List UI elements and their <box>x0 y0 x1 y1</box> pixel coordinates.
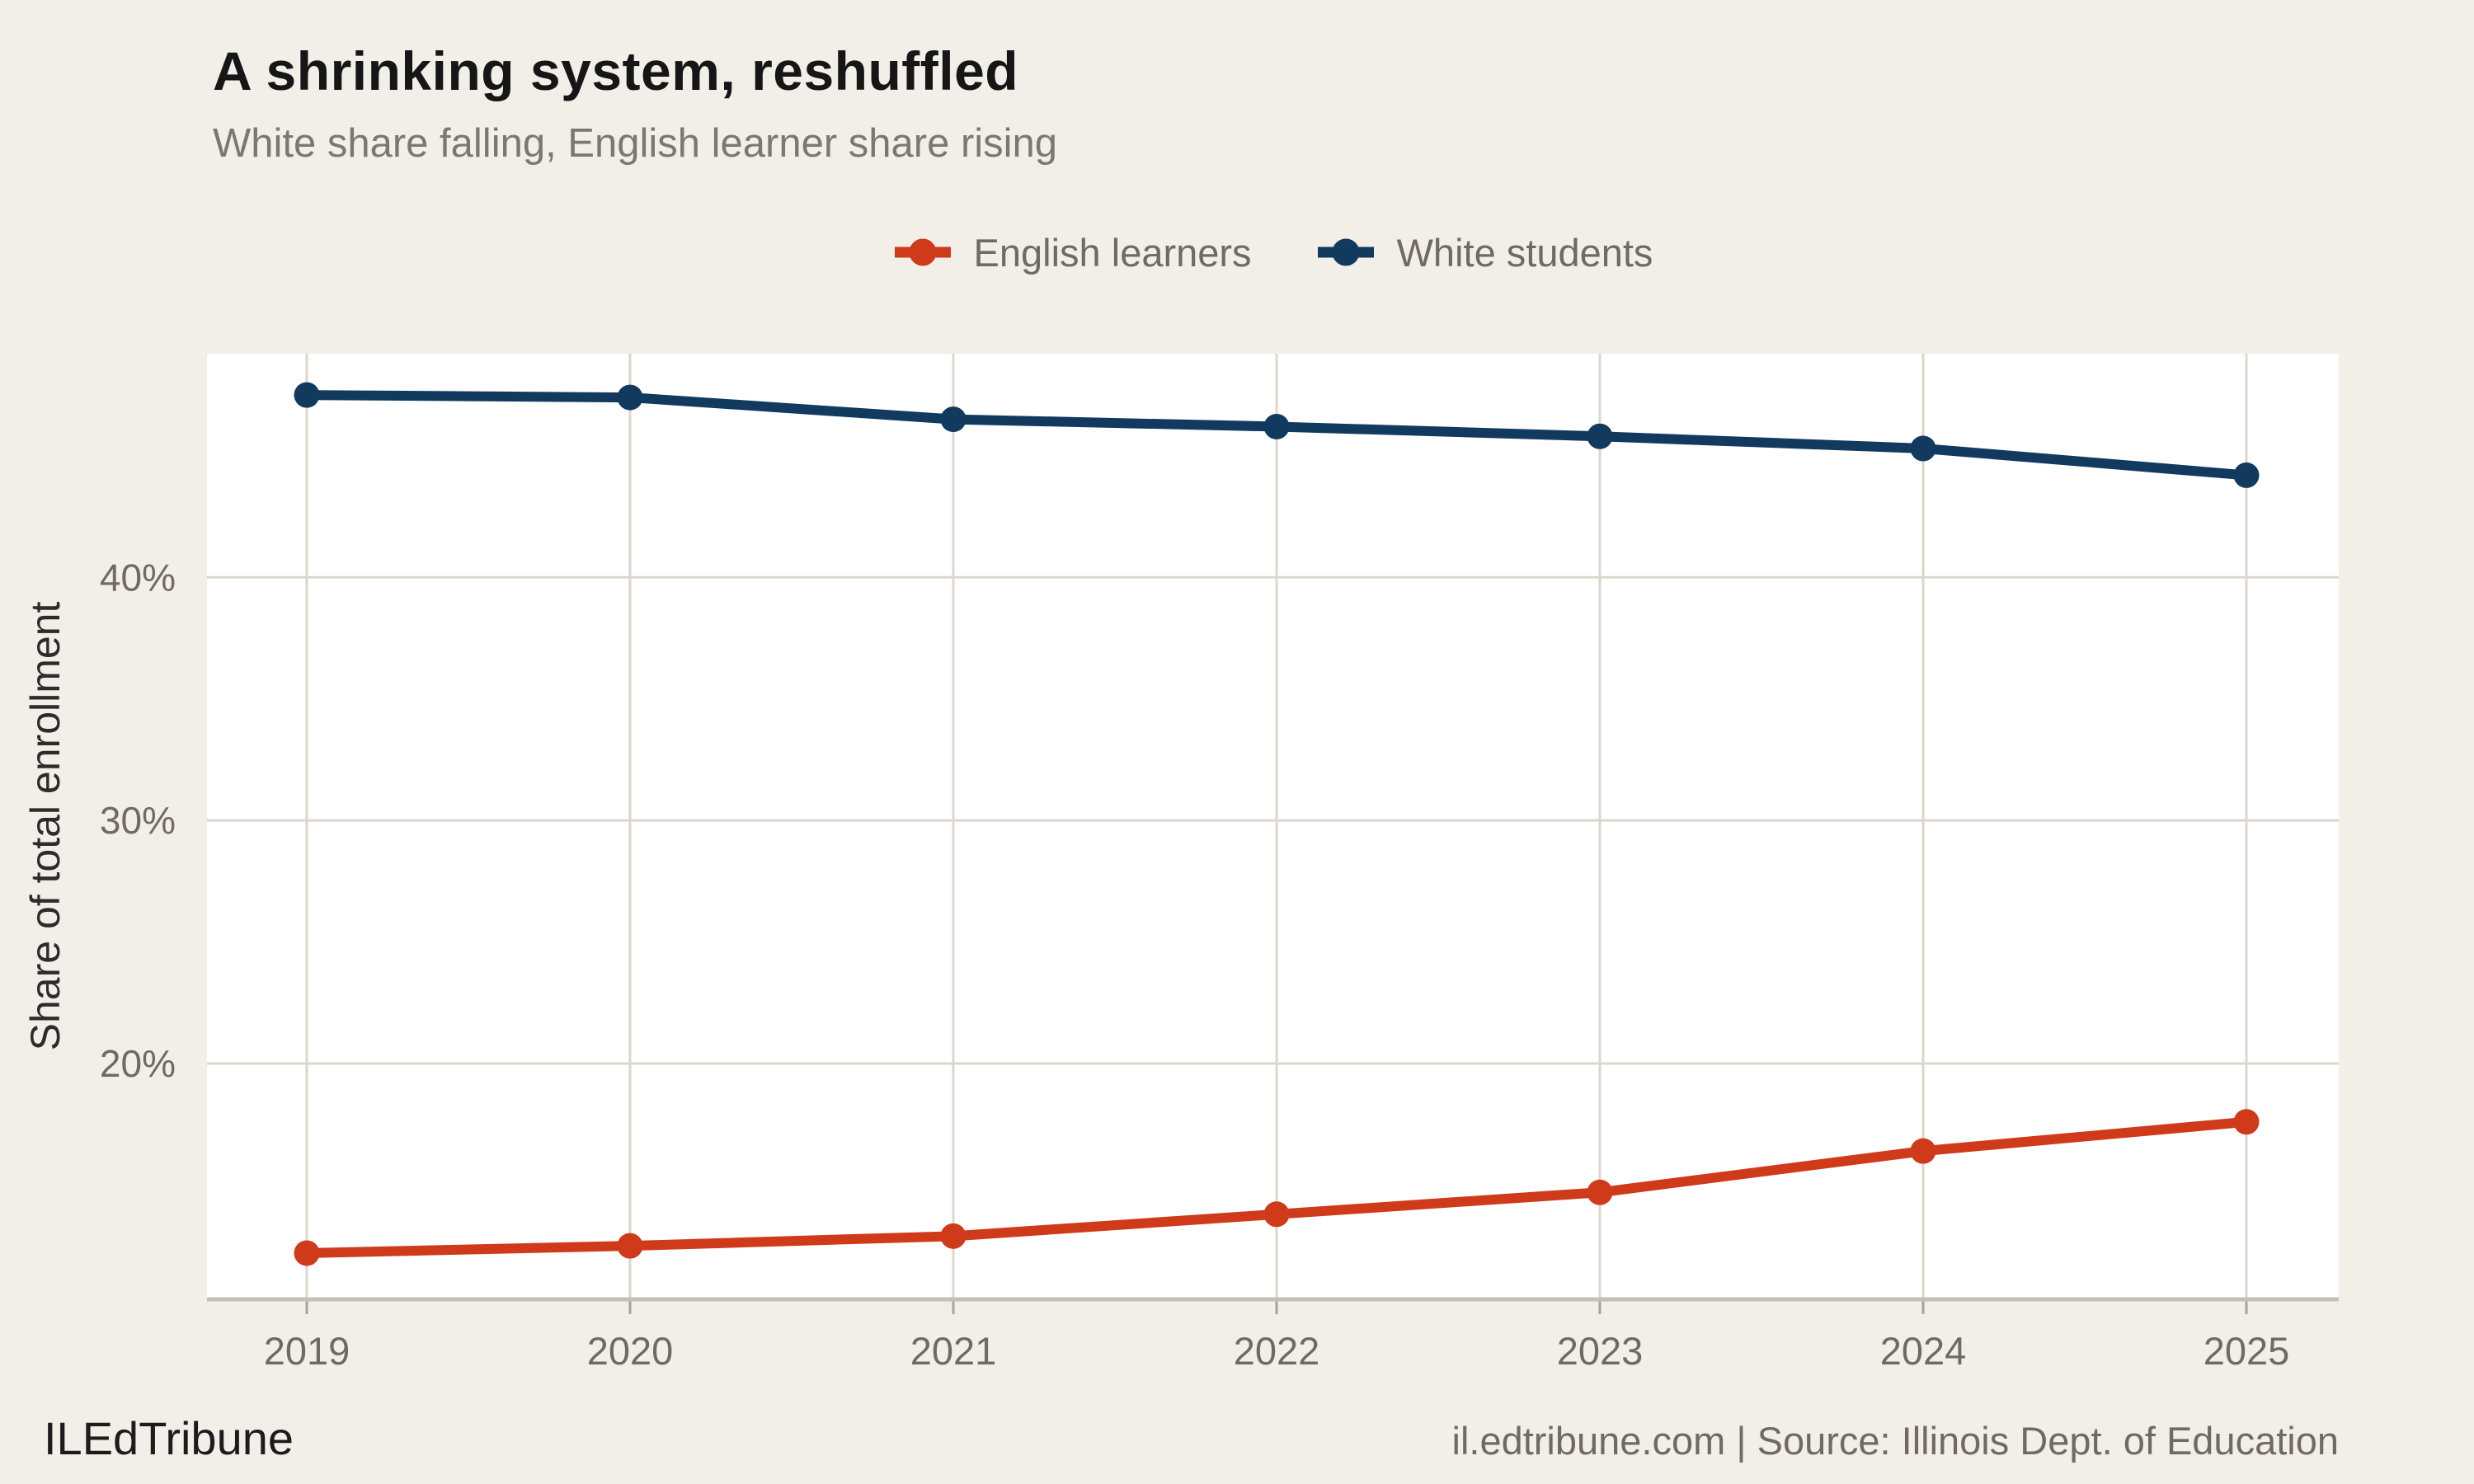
x-tick-label: 2023 <box>1557 1329 1644 1373</box>
x-tick-label: 2022 <box>1234 1329 1320 1373</box>
x-tick-label: 2025 <box>2204 1329 2290 1373</box>
x-tick-label: 2021 <box>910 1329 997 1373</box>
data-point-white-students-2023 <box>1587 423 1613 449</box>
x-tick-label: 2019 <box>264 1329 350 1373</box>
data-point-white-students-2024 <box>1910 435 1936 462</box>
y-tick-label: 30% <box>100 799 176 842</box>
legend-item-english-learners: English learners <box>893 230 1252 275</box>
data-point-english-learners-2024 <box>1910 1138 1936 1164</box>
data-point-english-learners-2023 <box>1587 1179 1613 1205</box>
plot-area <box>207 354 2339 1299</box>
data-point-english-learners-2019 <box>294 1240 320 1266</box>
data-point-english-learners-2025 <box>2233 1109 2260 1135</box>
data-point-white-students-2019 <box>294 382 320 408</box>
y-axis-title: Share of total enrollment <box>22 602 68 1051</box>
data-point-white-students-2020 <box>617 384 643 411</box>
data-point-english-learners-2021 <box>940 1223 967 1249</box>
data-point-english-learners-2022 <box>1263 1201 1290 1228</box>
legend: English learners White students <box>207 221 2339 284</box>
footer-brand: ILEdTribune <box>44 1412 294 1464</box>
data-point-white-students-2022 <box>1263 413 1290 439</box>
y-tick-label: 20% <box>100 1042 176 1085</box>
data-point-english-learners-2020 <box>617 1233 643 1259</box>
x-tick-label: 2020 <box>587 1329 674 1373</box>
data-point-white-students-2025 <box>2233 462 2260 488</box>
data-point-white-students-2021 <box>940 406 967 433</box>
page-title: A shrinking system, reshuffled <box>213 40 1019 101</box>
line-marker-icon <box>894 238 951 266</box>
y-tick-label: 40% <box>100 556 176 599</box>
footer-source-attribution: il.edtribune.com | Source: Illinois Dept… <box>1451 1419 2340 1463</box>
legend-label-white-students: White students <box>1396 230 1653 275</box>
legend-item-white-students: White students <box>1316 230 1653 275</box>
x-tick-label: 2024 <box>1880 1329 1967 1373</box>
page-subtitle: White share falling, English learner sha… <box>213 121 1058 166</box>
line-marker-icon <box>1317 238 1374 266</box>
legend-label-english-learners: English learners <box>973 230 1252 275</box>
